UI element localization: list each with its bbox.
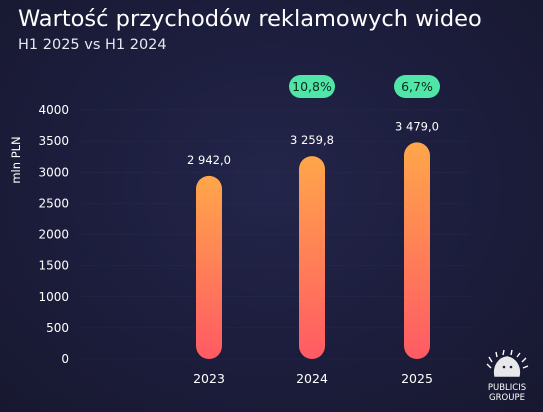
y-axis: 0 500 1000 1500 2000 2500 3000 3500 4000 <box>38 103 69 366</box>
growth-badge-pill <box>394 75 440 98</box>
logo-text-line2: GROUPE <box>489 393 525 403</box>
lion-icon <box>486 349 529 377</box>
y-tick-label: 1500 <box>38 259 69 273</box>
y-tick-label: 0 <box>61 352 69 366</box>
x-tick-label-2024: 2024 <box>296 371 328 386</box>
growth-badge-pill <box>289 75 335 98</box>
y-tick-label: 3000 <box>38 165 69 179</box>
y-tick-label: 500 <box>46 321 69 335</box>
logo-text-line1: PUBLICIS <box>488 383 526 393</box>
data-label-2023: 2 942,0 <box>187 153 231 167</box>
data-label-2025: 3 479,0 <box>395 119 439 133</box>
y-tick-label: 2500 <box>38 196 69 210</box>
y-tick-label: 2000 <box>38 228 69 242</box>
growth-badge-text: 10,8% <box>292 79 332 94</box>
y-tick-label: 1000 <box>38 290 69 304</box>
x-tick-label-2023: 2023 <box>193 371 225 386</box>
bars <box>196 142 430 359</box>
y-axis-label: mln PLN <box>9 136 23 183</box>
labels: 2 942,0 2023 3 259,8 2024 10,8% 3 479,0 2025 6,… <box>187 75 440 386</box>
data-label-2024: 3 259,8 <box>290 133 334 147</box>
publicis-groupe-logo: PUBLICIS GROUPE <box>486 349 529 403</box>
x-tick-label-2025: 2025 <box>401 371 433 386</box>
chart-subtitle: H1 2025 vs H1 2024 <box>18 37 167 53</box>
y-tick-label: 3500 <box>38 134 69 148</box>
grid-layer <box>78 109 470 360</box>
growth-badge-text: 6,7% <box>401 79 433 94</box>
bar-2024 <box>299 156 325 359</box>
growth-badge-2025: 6,7% <box>394 75 440 98</box>
chart-title: Wartość przychodów reklamowych wideo <box>18 6 482 32</box>
y-tick-label: 4000 <box>38 103 69 117</box>
bar-2023 <box>196 175 222 359</box>
bar-2025 <box>404 142 430 359</box>
growth-badge-2024: 10,8% <box>289 75 335 98</box>
